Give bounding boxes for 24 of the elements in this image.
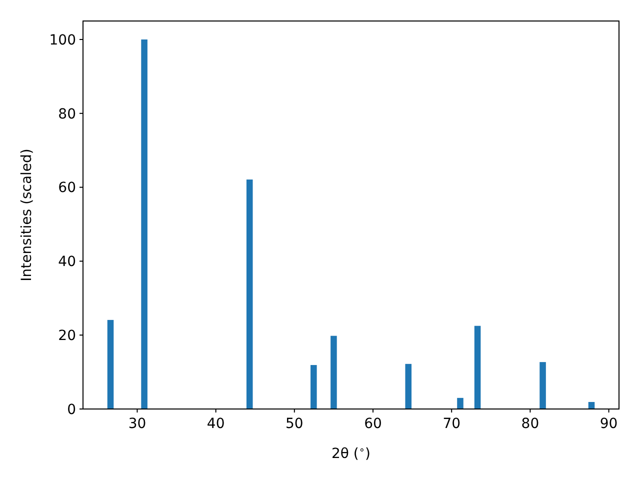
y-tick-label: 80 xyxy=(58,106,76,122)
bar xyxy=(540,362,546,409)
x-tick-label: 80 xyxy=(521,416,540,432)
x-tick-label: 60 xyxy=(364,416,382,432)
y-tick-label: 0 xyxy=(67,402,76,418)
x-tick-label: 50 xyxy=(286,416,304,432)
y-axis-title: Intensities (scaled) xyxy=(19,148,35,282)
bar xyxy=(457,398,464,409)
bar xyxy=(330,336,337,409)
bar xyxy=(310,365,317,409)
bar xyxy=(474,326,481,409)
x-axis-title: 2θ ($^{∘}$) xyxy=(332,444,370,462)
x-tick-label: 40 xyxy=(206,416,225,432)
bar xyxy=(141,39,148,409)
x-tick-label: 90 xyxy=(600,416,618,432)
x-tick-label: 30 xyxy=(128,416,146,432)
bar xyxy=(405,364,412,409)
y-tick-label: 60 xyxy=(58,180,76,196)
bar xyxy=(107,320,114,409)
y-tick-label: 40 xyxy=(58,254,76,270)
bar xyxy=(246,180,253,409)
y-tick-label: 100 xyxy=(49,32,76,48)
y-tick-label: 20 xyxy=(58,328,76,344)
x-tick-label: 70 xyxy=(442,416,461,432)
